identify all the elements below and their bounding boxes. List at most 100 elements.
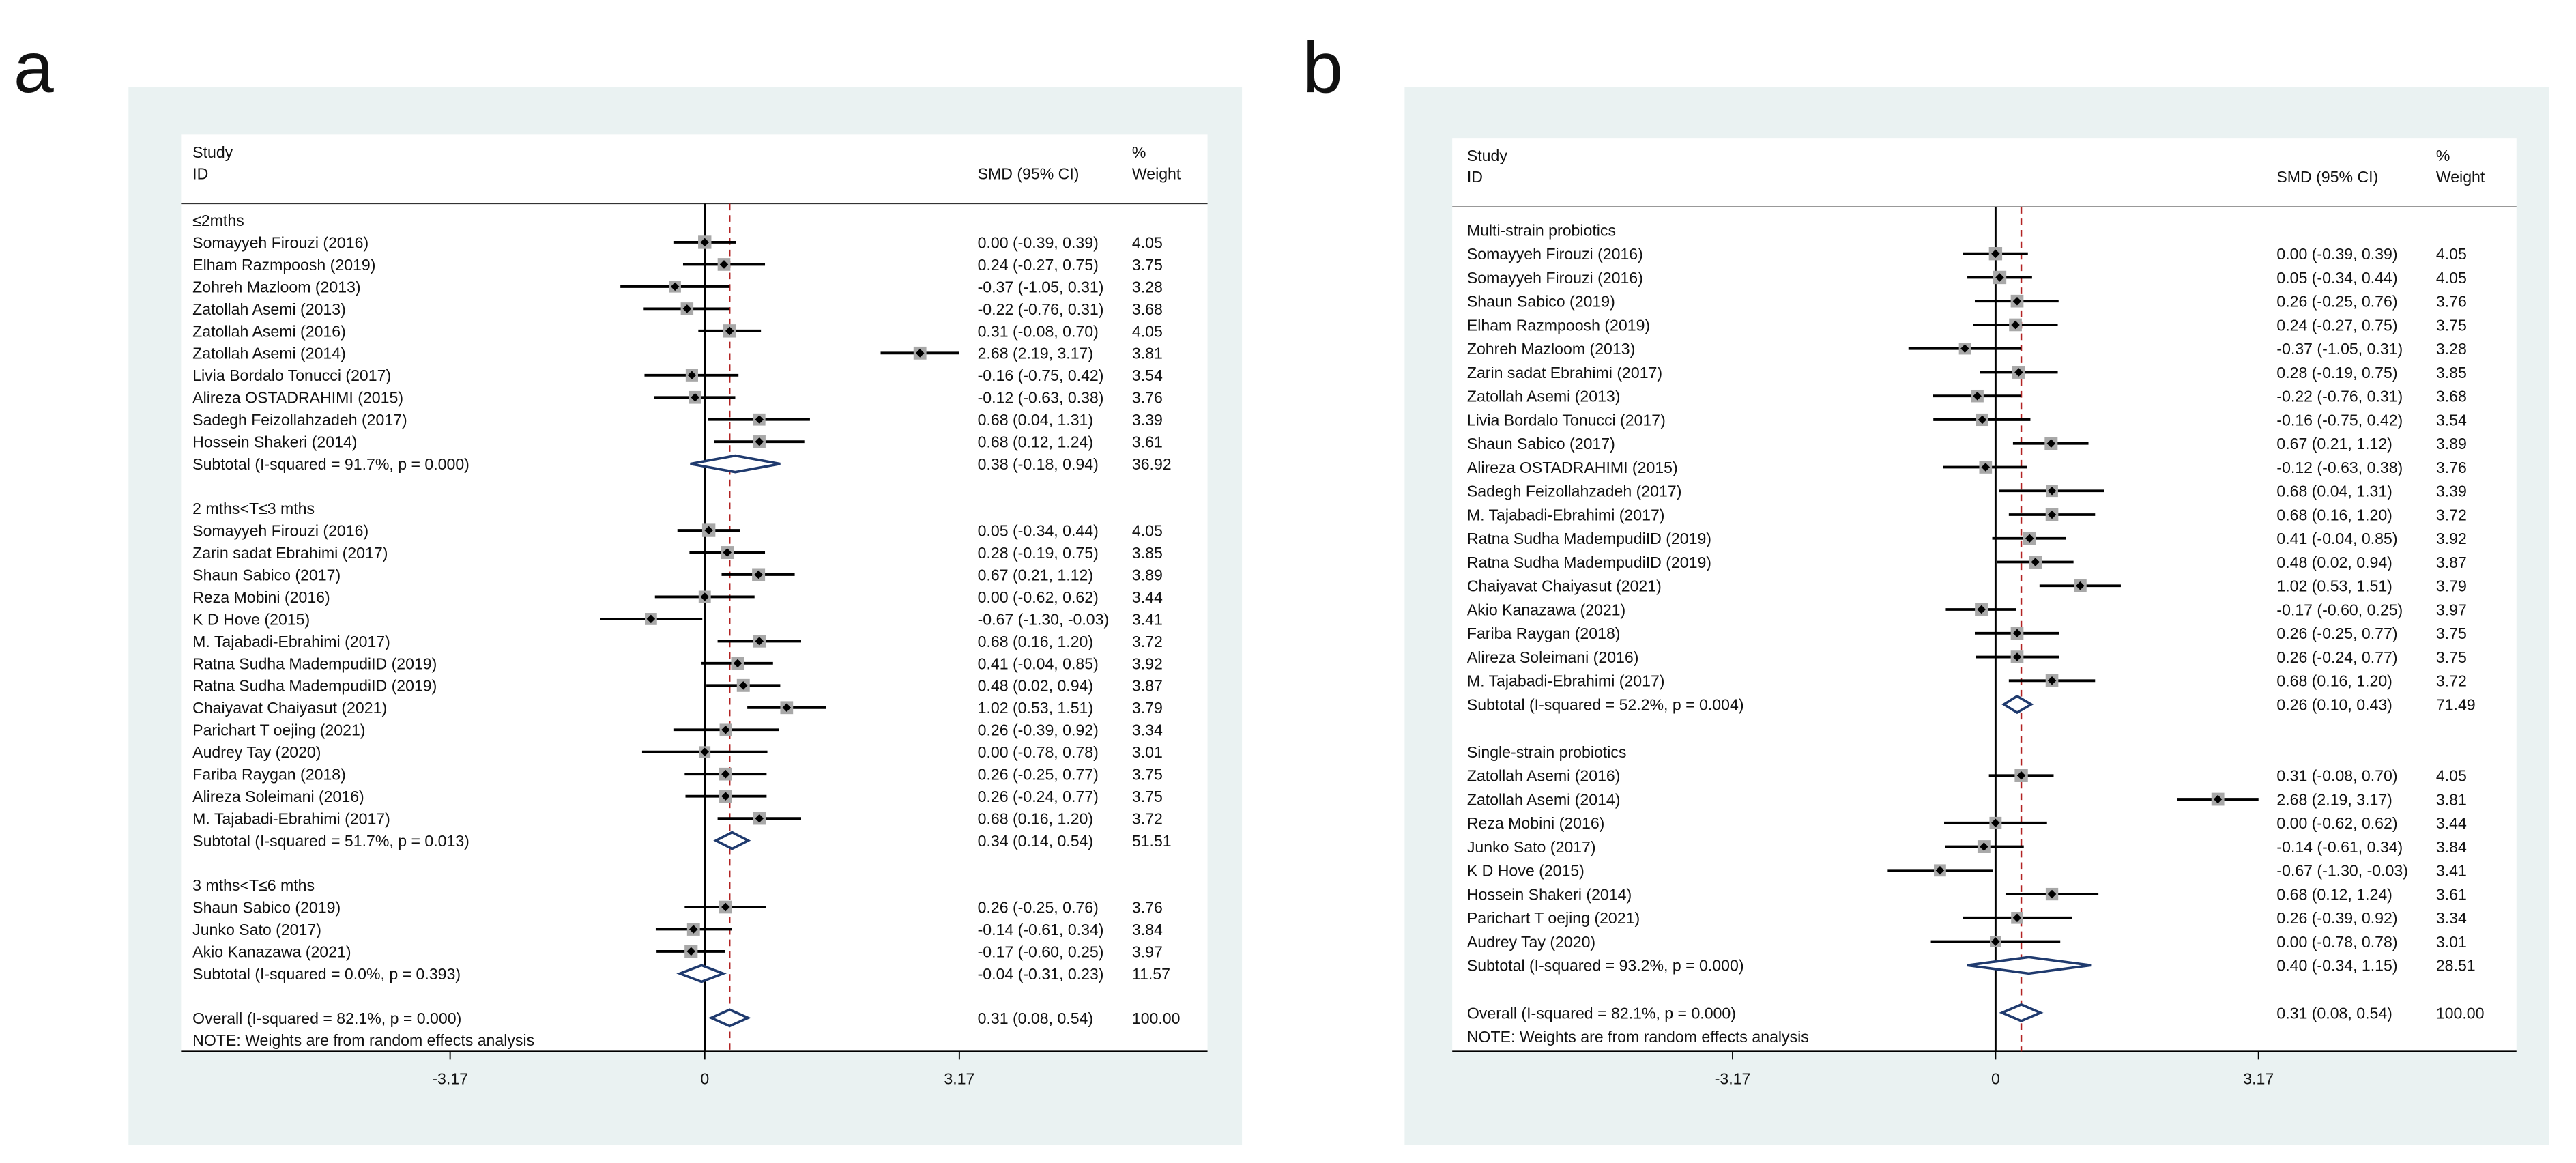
row-name: Overall (I-squared = 82.1%, p = 0.000) (1467, 1004, 1736, 1022)
pooled-diamond (708, 1008, 751, 1028)
ci-label: 0.28 (-0.19, 0.75) (978, 544, 1099, 562)
row-name: Somayyeh Firouzi (2016) (192, 521, 368, 539)
row-name: Parichart T oejing (2021) (1467, 909, 1640, 927)
ci-label: 0.34 (0.14, 0.54) (978, 832, 1093, 850)
ci-label: 0.41 (-0.04, 0.85) (978, 655, 1099, 672)
point-estimate (2012, 296, 2022, 306)
forest-panel: a Study ID SMD (95% CI)% Weight -3.17 0 3.17 ≤2m… (14, 27, 1243, 1145)
row-name: Livia Bordalo Tonucci (2017) (192, 367, 391, 384)
point-estimate (754, 570, 763, 579)
x-tick-label: 0 (1991, 1069, 2000, 1087)
row-name: Junko Sato (2017) (1467, 838, 1596, 856)
row-name: M. Tajabadi-Ebrahimi (2017) (192, 633, 390, 650)
weight-label: 3.54 (2436, 411, 2467, 429)
row-name: Somayyeh Firouzi (2016) (1467, 245, 1643, 263)
row-name: Overall (I-squared = 82.1%, p = 0.000) (192, 1009, 461, 1027)
ci-label: 0.38 (-0.18, 0.94) (978, 455, 1099, 473)
ci-label: -0.14 (-0.61, 0.34) (2276, 838, 2403, 856)
ci-label: 1.02 (0.53, 1.51) (2276, 577, 2392, 595)
ci-label: 0.67 (0.21, 1.12) (2276, 435, 2392, 453)
row-name: Junko Sato (2017) (192, 921, 321, 938)
ci-label: -0.37 (-1.05, 0.31) (978, 278, 1104, 296)
weight-label: 3.79 (1132, 699, 1163, 717)
point-estimate (725, 326, 734, 336)
ci-label: 0.31 (-0.08, 0.70) (2276, 767, 2397, 785)
ci-label: 0.68 (0.16, 1.20) (2276, 506, 2392, 523)
ci-label: 0.68 (0.04, 1.31) (978, 411, 1093, 429)
ci-label: 0.67 (0.21, 1.12) (978, 566, 1093, 584)
pooled-diamond (1999, 1003, 2044, 1022)
weight-label: 4.05 (1132, 233, 1163, 251)
point-estimate (689, 925, 698, 934)
row-name: M. Tajabadi-Ebrahimi (2017) (192, 810, 390, 828)
row-name: Shaun Sabico (2017) (1467, 435, 1615, 453)
row-name: Fariba Raygan (2018) (1467, 624, 1621, 642)
point-estimate (2025, 534, 2034, 543)
row-name: Subtotal (I-squared = 93.2%, p = 0.000) (1467, 957, 1744, 975)
row-name: Reza Mobini (2016) (1467, 814, 1605, 832)
weight-label: 3.34 (2436, 909, 2467, 927)
weight-label: 3.92 (2436, 530, 2467, 547)
note: NOTE: Weights are from random effects an… (192, 1031, 534, 1049)
weight-label: 3.68 (1132, 300, 1163, 318)
row-name: Shaun Sabico (2017) (192, 566, 341, 584)
ci-label: 0.31 (0.08, 0.54) (2276, 1004, 2392, 1022)
weight-label: 36.92 (1132, 455, 1172, 473)
ci-label: 0.68 (0.12, 1.24) (2276, 885, 2392, 903)
row-name: Zatollah Asemi (2013) (1467, 388, 1621, 405)
row-name: Ratna Sudha MadempudiID (2019) (192, 677, 437, 695)
point-estimate (1960, 344, 1969, 353)
weight-label: 3.81 (2436, 790, 2467, 808)
ci-label: -0.22 (-0.76, 0.31) (2276, 388, 2403, 405)
weight-label: 3.87 (1132, 677, 1163, 695)
ci-label: 0.26 (-0.39, 0.92) (2276, 909, 2397, 927)
ci-label: 0.31 (-0.08, 0.70) (978, 322, 1099, 340)
ci-label: 0.26 (-0.24, 0.77) (978, 788, 1099, 805)
ci-label: 0.00 (-0.62, 0.62) (2276, 814, 2397, 832)
ci-label: -0.14 (-0.61, 0.34) (978, 921, 1104, 938)
weight-label: 3.54 (1132, 367, 1163, 384)
ci-label: 0.00 (-0.62, 0.62) (978, 588, 1099, 606)
header-effect: SMD (95% CI) (978, 164, 1080, 182)
row-name: Zarin sadat Ebrahimi (2017) (192, 544, 388, 562)
ci-label: -0.12 (-0.63, 0.38) (978, 389, 1104, 407)
ci-label: 0.68 (0.04, 1.31) (2276, 483, 2392, 500)
ci-label: -0.16 (-0.75, 0.42) (2276, 411, 2403, 429)
weight-label: 3.75 (2436, 648, 2467, 666)
row-name: Audrey Tay (2020) (1467, 933, 1595, 951)
point-estimate (670, 282, 680, 291)
point-estimate (2014, 368, 2023, 377)
weight-label: 3.75 (2436, 316, 2467, 334)
weight-label: 3.61 (2436, 885, 2467, 903)
ci-label: 0.68 (0.16, 1.20) (978, 810, 1093, 828)
row-name: Hossein Shakeri (2014) (192, 433, 357, 451)
plot-area (1452, 138, 2517, 1052)
row-name: Zatollah Asemi (2016) (1467, 767, 1621, 785)
header-study: Study (1467, 147, 1508, 164)
point-estimate (1935, 866, 1945, 875)
row-name: Elham Razmpoosh (2019) (1467, 316, 1650, 334)
weight-label: 3.75 (1132, 256, 1163, 274)
ci-label: -0.22 (-0.76, 0.31) (978, 300, 1104, 318)
row-name: Zohreh Mazloom (2013) (192, 278, 360, 296)
weight-label: 3.76 (2436, 293, 2467, 311)
weight-label: 3.89 (2436, 435, 2467, 453)
weight-label: 3.76 (2436, 459, 2467, 476)
weight-label: 3.61 (1132, 433, 1163, 451)
row-name: Akio Kanazawa (2021) (1467, 601, 1625, 618)
row-name: Parichart T oejing (2021) (192, 721, 365, 739)
point-estimate (686, 947, 695, 956)
point-estimate (646, 614, 656, 624)
weight-label: 3.28 (2436, 340, 2467, 358)
weight-label: 3.68 (2436, 388, 2467, 405)
ci-label: 0.24 (-0.27, 0.75) (978, 256, 1099, 274)
weight-label: 3.41 (1132, 610, 1163, 628)
row-name: Ratna Sudha MadempudiID (2019) (1467, 530, 1711, 547)
ci-label: 0.26 (-0.25, 0.76) (978, 898, 1099, 916)
forest-panel: b Study ID SMD (95% CI)% Weight -3.17 0 3.17 Mul… (1303, 27, 2549, 1145)
weight-label: 4.05 (1132, 521, 1163, 539)
weight-label: 3.44 (1132, 588, 1163, 606)
pooled-diamond (676, 964, 727, 983)
x-tick-label: 3.17 (2243, 1069, 2274, 1087)
row-name: K D Hove (2015) (192, 610, 310, 628)
